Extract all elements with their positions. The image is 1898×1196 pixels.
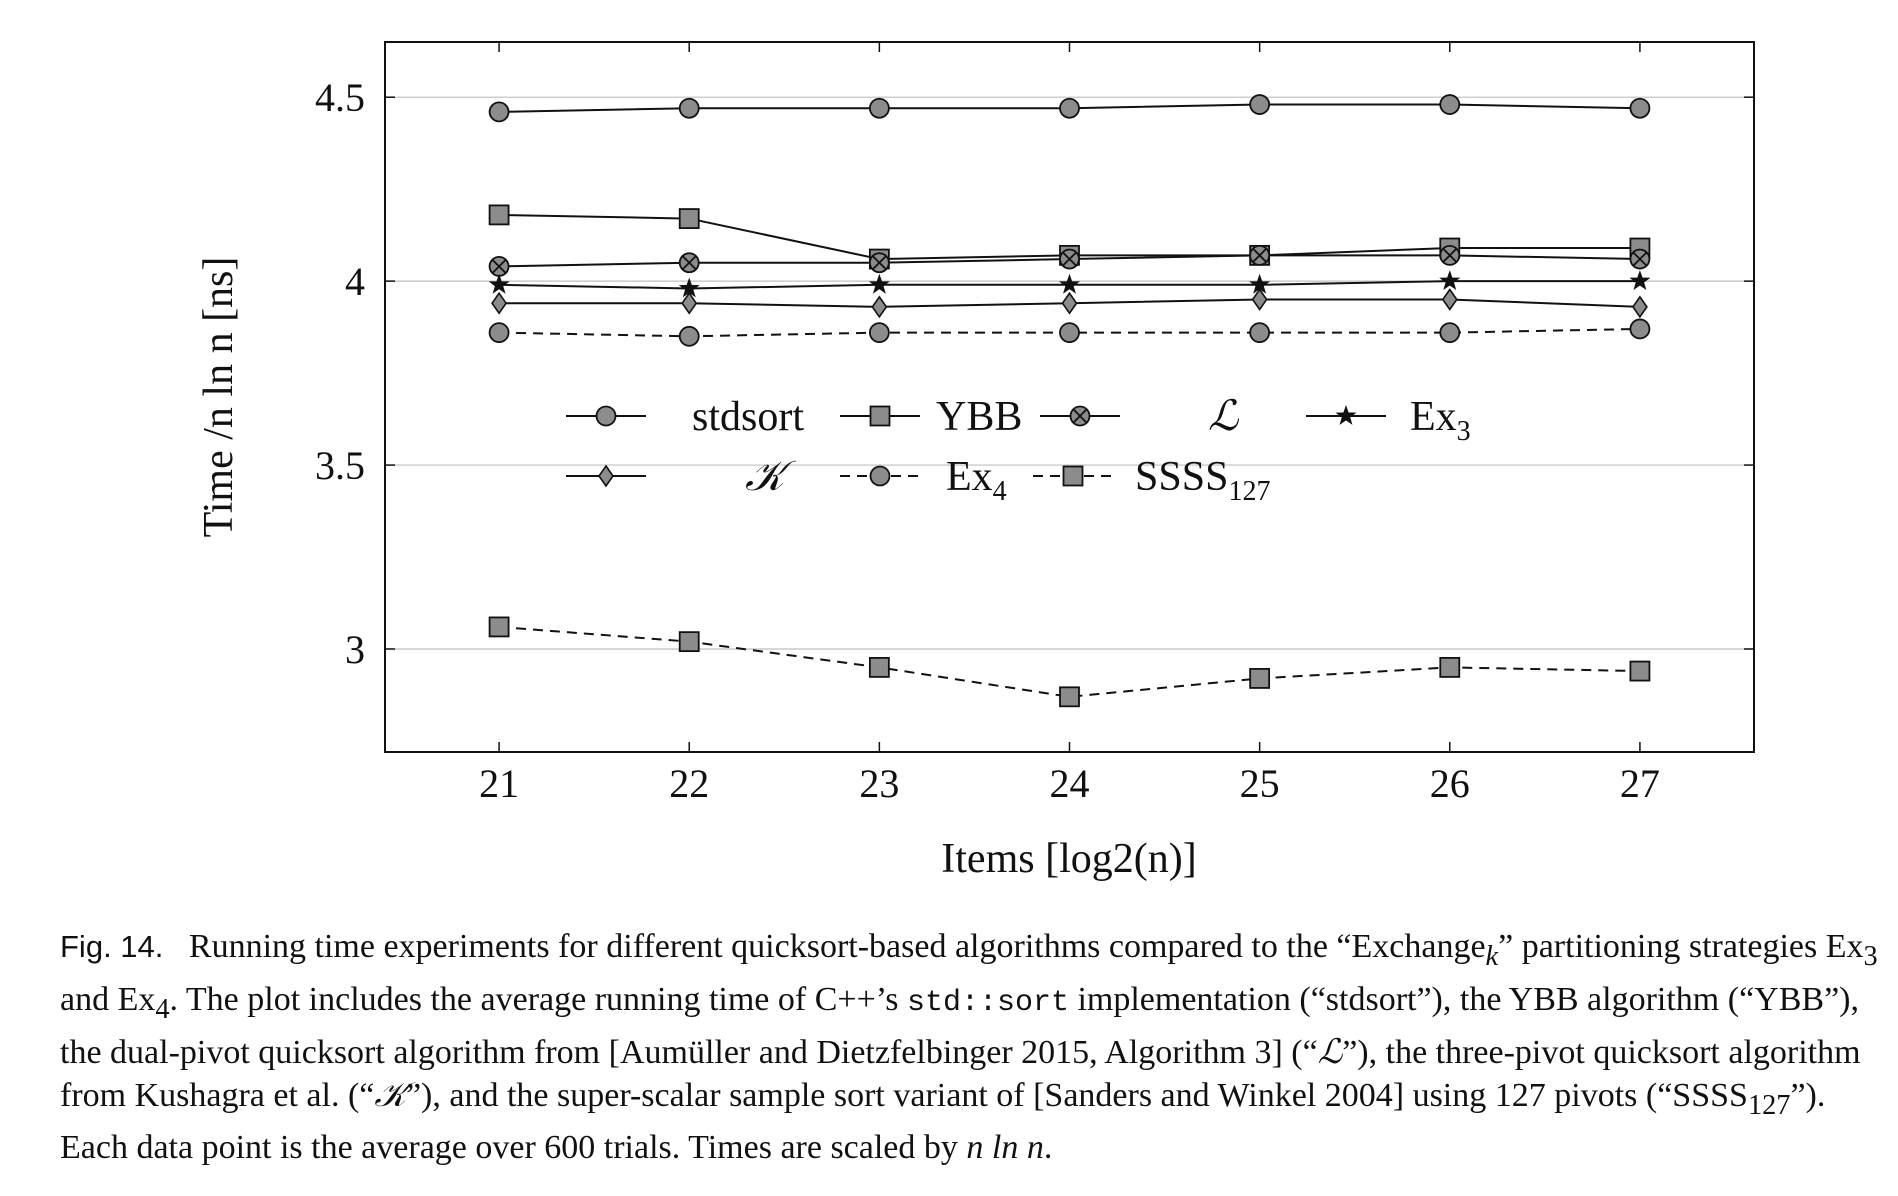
legend-label-l: ℒ	[1208, 394, 1239, 440]
legend-symbol-stdsort	[566, 405, 646, 427]
x-tick-label: 24	[1050, 761, 1090, 806]
series-2-point	[678, 252, 700, 274]
x-tick-label: 27	[1620, 761, 1660, 806]
series-0-point	[868, 97, 890, 119]
series-3-point	[1439, 270, 1461, 291]
series-0	[488, 94, 1651, 123]
figure-caption: Fig. 14. Running time experiments for di…	[60, 928, 1878, 1167]
series-3-point	[488, 273, 510, 294]
series-3-point	[1059, 273, 1080, 294]
legend-label-stdsort: stdsort	[692, 394, 804, 440]
plot-area-frame	[384, 41, 1755, 753]
legend-symbol-ex4	[840, 465, 920, 487]
x-tick-label: 21	[479, 761, 519, 806]
series-5-point	[1249, 322, 1271, 344]
x-tick-label: 26	[1430, 761, 1470, 806]
series-0-point	[1629, 97, 1651, 119]
series-4-point	[681, 291, 698, 315]
series-6	[488, 616, 1651, 708]
series-0-point	[678, 97, 700, 119]
series-6-line	[499, 625, 1640, 698]
y-axis-label: Time /n ln n [ns]	[196, 257, 242, 538]
caption-label: Fig. 14.	[60, 929, 164, 964]
series-5-point	[678, 325, 700, 347]
series-2-point	[1629, 248, 1651, 270]
series-2-point	[868, 252, 890, 274]
series-6-point	[678, 631, 700, 653]
series-3	[488, 270, 1651, 298]
axis-ticks: 3 3.5 4 4.5 21 22 23 24 25 26 27	[315, 42, 1754, 806]
series-2-point	[1439, 244, 1461, 266]
series-6-point	[1059, 686, 1080, 708]
x-tick-label: 25	[1240, 761, 1280, 806]
series-5-point	[1439, 322, 1461, 344]
chart: 3 3.5 4 4.5 21 22 23 24 25 26 27 Items [log2(n)] T…	[196, 41, 1755, 882]
caption-text: Running time experiments for different q…	[188, 928, 1486, 965]
series-4	[491, 288, 1648, 319]
series-4-point	[1251, 288, 1268, 311]
series-2	[488, 244, 1651, 277]
series-1-point	[678, 208, 700, 229]
legend-symbol-l	[1040, 405, 1120, 427]
series-6-point	[1629, 660, 1651, 682]
series-2-point	[1059, 248, 1080, 270]
series-4-point	[491, 291, 508, 315]
legend-symbol-ex3	[1306, 404, 1386, 425]
series-3-point	[1629, 270, 1651, 291]
series-0-point	[1059, 97, 1080, 119]
series-5-point	[868, 322, 890, 344]
series-layer	[488, 94, 1651, 708]
series-1-point	[488, 204, 510, 226]
series-6-point	[1249, 668, 1271, 689]
series-6-point	[868, 656, 890, 678]
grid-lines	[385, 96, 1754, 650]
legend-symbol-ybb	[840, 405, 920, 427]
series-4-point	[1631, 295, 1648, 319]
legend-marker	[869, 405, 891, 427]
series-4-point	[1441, 288, 1458, 311]
series-5-point	[1629, 318, 1651, 340]
legend-label-ex3: Ex3	[1410, 394, 1471, 447]
legend-symbol-ssss127	[1033, 465, 1113, 487]
y-tick-label: 3.5	[315, 443, 365, 488]
x-axis-label: Items [log2(n)]	[941, 836, 1196, 882]
series-5	[488, 318, 1651, 347]
legend-marker	[869, 465, 891, 487]
series-2-point	[1249, 244, 1271, 266]
series-5-point	[1059, 322, 1080, 344]
caption-code: std::sort	[906, 985, 1069, 1020]
legend-marker	[598, 464, 614, 488]
y-tick-label: 4	[345, 259, 365, 304]
x-tick-label: 23	[859, 761, 899, 806]
series-4-point	[871, 295, 888, 319]
legend-label-ybb: YBB	[936, 394, 1022, 440]
series-0-point	[488, 101, 510, 123]
legend-label-ssss127: SSSS127	[1135, 454, 1270, 507]
series-6-point	[488, 616, 510, 638]
series-5-point	[488, 322, 510, 344]
legend-symbol-k	[566, 464, 646, 488]
legend-marker	[1335, 404, 1357, 425]
x-tick-label: 22	[669, 761, 709, 806]
legend: stdsort YBB ℒ Ex3 𝒦 Ex4 SSSS127	[566, 394, 1471, 507]
legend-label-ex4: Ex4	[946, 454, 1007, 507]
series-0-point	[1439, 94, 1461, 115]
series-2-point	[488, 256, 510, 277]
series-4-point	[1061, 291, 1078, 315]
legend-marker	[1069, 405, 1091, 427]
legend-label-k: 𝒦	[745, 454, 797, 500]
y-tick-label: 3	[345, 627, 365, 672]
legend-marker	[1062, 465, 1084, 487]
series-0-point	[1249, 94, 1271, 115]
series-6-point	[1439, 656, 1461, 678]
series-3-point	[868, 273, 890, 294]
legend-marker	[595, 405, 617, 427]
y-tick-label: 4.5	[315, 75, 365, 120]
